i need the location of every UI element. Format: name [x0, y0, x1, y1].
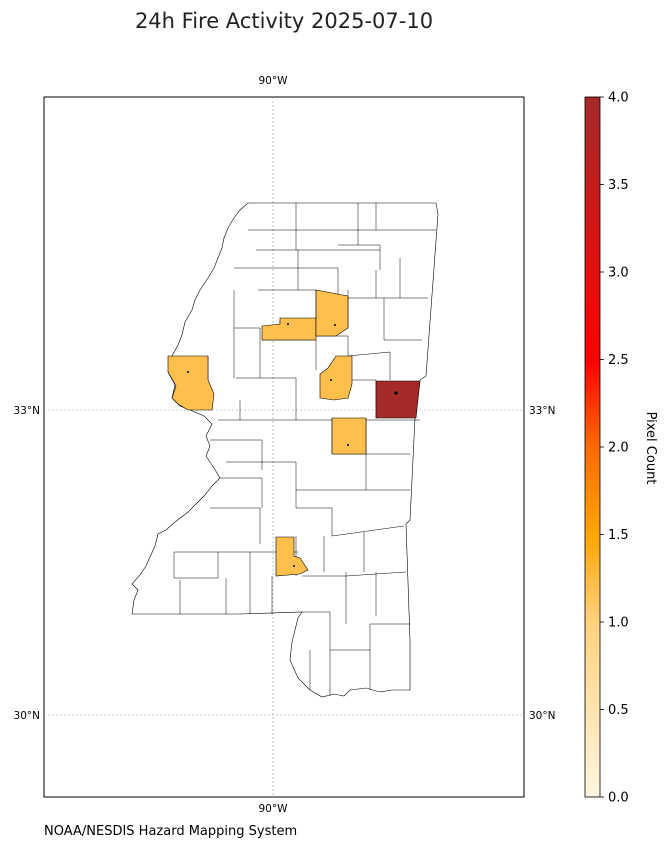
lat-tick-30-right: 30°N — [529, 710, 555, 722]
fire-point — [394, 391, 398, 395]
lat-tick-30-left: 30°N — [14, 710, 40, 722]
state-outline — [131, 202, 439, 698]
county-a — [167, 355, 215, 411]
highlighted-counties — [167, 289, 421, 577]
county-d — [319, 355, 353, 401]
fire-point — [347, 444, 349, 446]
county-f — [331, 417, 367, 455]
credit-text: NOAA/NESDIS Hazard Mapping System — [44, 824, 297, 839]
colorbar-tick-label: 4.0 — [608, 91, 629, 106]
fire-detections — [187, 323, 398, 567]
fire-point — [187, 371, 189, 373]
fire-point — [330, 379, 332, 381]
map-frame — [43, 96, 525, 798]
colorbar-tick-label: 3.0 — [608, 266, 629, 281]
map-title: 24h Fire Activity 2025-07-10 — [135, 9, 433, 33]
lat-tick-33-left: 33°N — [14, 405, 40, 417]
colorbar — [584, 96, 601, 798]
lat-tick-33-right: 33°N — [529, 405, 555, 417]
colorbar-tick-label: 1.5 — [608, 528, 629, 543]
colorbar-tick-label: 2.0 — [608, 441, 629, 456]
state-map — [131, 202, 439, 698]
colorbar-tick-label: 0.0 — [608, 791, 629, 806]
colorbar-ticks: 0.0 0.5 1.0 1.5 2.0 2.5 3.0 3.5 4.0 — [600, 91, 629, 806]
map-gridlines — [44, 97, 524, 797]
fire-point — [287, 323, 289, 325]
colorbar-tick-label: 0.5 — [608, 703, 629, 718]
lon-tick-bottom: 90°W — [259, 803, 289, 815]
fire-point — [293, 565, 295, 567]
county-g — [275, 536, 309, 577]
fire-point — [334, 324, 336, 326]
colorbar-tick-label: 3.5 — [608, 178, 629, 193]
colorbar-tick-label: 1.0 — [608, 616, 629, 631]
county-c — [315, 289, 349, 337]
colorbar-tick-label: 2.5 — [608, 353, 629, 368]
county-e — [375, 380, 421, 419]
colorbar-label: Pixel Count — [643, 412, 658, 485]
lon-tick-top: 90°W — [259, 75, 289, 87]
